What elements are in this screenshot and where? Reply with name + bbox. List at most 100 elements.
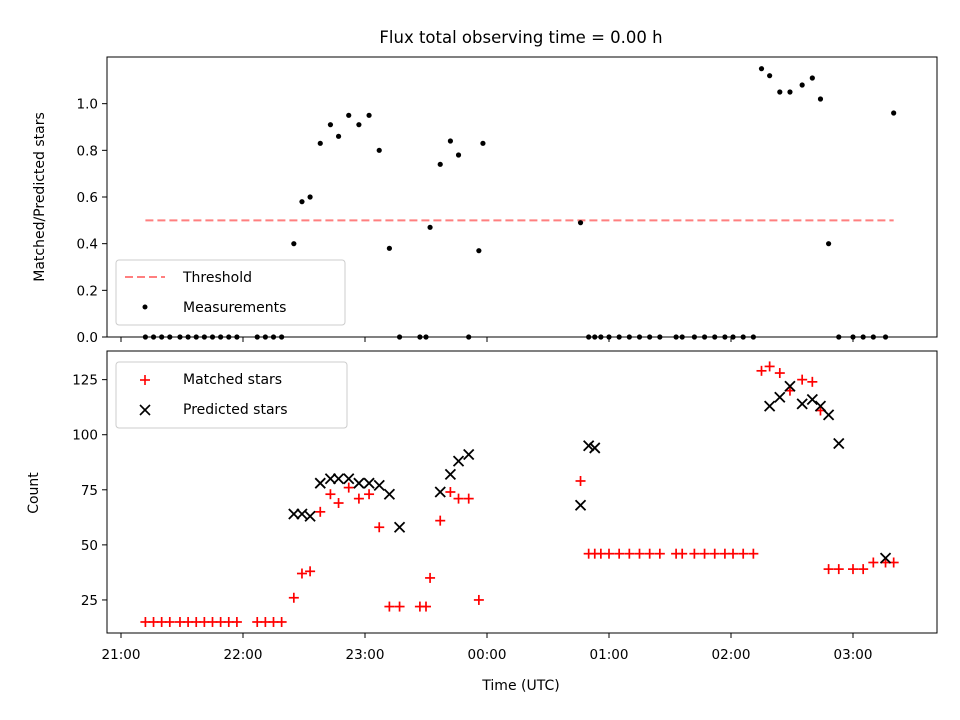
predicted-star-point [589, 442, 601, 454]
matched-star-point [858, 564, 869, 575]
matched-star-point [833, 564, 844, 575]
measurement-point [317, 140, 323, 146]
matched-star-point [848, 564, 858, 575]
predicted-star-point [822, 409, 835, 421]
predicted-star-point-b [784, 380, 796, 392]
predicted-star-point-b [796, 398, 808, 410]
predicted-star-point [304, 510, 316, 522]
measurement-point [427, 224, 433, 230]
matched-star-point [296, 568, 307, 579]
count-x-tick-label: 03:00 [834, 647, 873, 663]
matched-star-point [325, 489, 336, 500]
predicted-star-point-b [452, 455, 465, 467]
measurement-point [346, 112, 352, 118]
measurement-point [480, 140, 486, 146]
predicted-star-point [434, 486, 446, 498]
count-x-tick-label: 21:00 [102, 647, 141, 663]
legend-threshold-label: Threshold [182, 270, 252, 286]
legend-predicted-label: Predicted stars [183, 402, 288, 418]
count-x-tick-label: 02:00 [712, 647, 751, 663]
matched-star-point [823, 564, 834, 575]
predicted-star-point [833, 437, 845, 450]
matched-star-point [364, 489, 375, 500]
predicted-star-point-b [332, 473, 345, 485]
ratio-y-tick-label: 0.4 [77, 237, 98, 253]
predicted-star-point-b [763, 400, 776, 412]
count-y-tick-label: 25 [81, 593, 98, 609]
predicted-star-point-b [373, 479, 385, 492]
count-x-tick-label: 23:00 [346, 647, 385, 663]
legend-predicted-swatch [139, 404, 151, 416]
matched-star-point [677, 548, 688, 559]
measurement-point [291, 241, 297, 247]
predicted-star-point-b [444, 468, 457, 481]
matched-star-point [453, 493, 464, 504]
count-x-tick-label: 22:00 [224, 647, 263, 663]
matched-star-point [305, 566, 316, 577]
count-y-tick-label: 75 [81, 483, 98, 499]
chart-title: Flux total observing time = 0.00 h [379, 28, 662, 47]
count-y-axis-label: Count [26, 472, 42, 514]
matched-star-point [756, 365, 767, 376]
matched-star-point [644, 548, 655, 559]
measurement-point [799, 82, 805, 88]
matched-star-point [473, 594, 484, 605]
matched-star-point [654, 548, 665, 559]
matched-star-point [764, 361, 775, 372]
matched-star-point [425, 572, 436, 583]
measurement-point [437, 161, 443, 167]
predicted-star-point [373, 479, 385, 492]
measurement-point [356, 122, 362, 128]
matched-star-point [276, 616, 287, 627]
predicted-star-point [314, 477, 326, 489]
measurement-point [767, 73, 773, 79]
ratio-y-tick-label: 0.0 [77, 330, 98, 346]
count-legend-frame [115, 361, 348, 429]
predicted-star-point [393, 521, 406, 533]
predicted-star-point-b [879, 552, 892, 564]
legend-measurements-label: Measurements [183, 300, 286, 316]
matched-star-point [624, 548, 635, 559]
matched-star-point [231, 616, 242, 627]
matched-star-point [394, 601, 405, 612]
matched-star-point [463, 493, 474, 504]
matched-star-point [774, 368, 785, 379]
predicted-star-point [444, 468, 457, 481]
ratio-axis-ticks: 0.0 0.2 0.4 0.6 0.8 1.0 [77, 97, 854, 346]
count-y-tick-label: 125 [72, 373, 98, 389]
ratio-panel: 0.0 0.2 0.4 0.6 0.8 1.0 Matched/Predicted sta… [32, 56, 938, 346]
predicted-star-point [806, 393, 818, 406]
measurement-point [758, 66, 765, 72]
ratio-y-axis-label: Matched/Predicted stars [32, 112, 48, 282]
predicted-star-point-b [833, 437, 845, 450]
predicted-star-point-b [324, 473, 337, 485]
measurement-point [476, 248, 482, 254]
measurement-point [386, 245, 392, 251]
matched-star-point [575, 475, 586, 486]
matched-star-point [614, 548, 625, 559]
predicted-star-point [879, 552, 892, 564]
predicted-star-point-b [583, 440, 595, 452]
predicted-star-point-b [814, 400, 827, 412]
legend-matched-label: Matched stars [183, 372, 282, 388]
ratio-legend-frame [115, 259, 346, 326]
count-y-tick-label: 50 [81, 538, 98, 554]
measurement-point [447, 138, 453, 144]
measurement-point [777, 89, 783, 95]
predicted-star-point-b [343, 473, 355, 485]
measurement-point [891, 110, 897, 116]
predicted-star-point [324, 473, 337, 485]
count-plot-frame [106, 350, 938, 634]
matched-star-point [288, 592, 299, 603]
matched-star-point [728, 548, 739, 559]
predicted-star-point-b [589, 442, 601, 454]
legend-measurements-swatch [142, 304, 148, 310]
ratio-legend: Threshold Measurements [115, 259, 346, 326]
measurement-point [577, 220, 584, 226]
matched-star-point [689, 548, 700, 559]
matched-star-point [435, 515, 446, 526]
predicted-star-point [452, 455, 465, 467]
measurement-point [307, 194, 313, 200]
count-legend: Matched stars Predicted stars [115, 361, 348, 429]
predicted-star-point [296, 508, 308, 520]
